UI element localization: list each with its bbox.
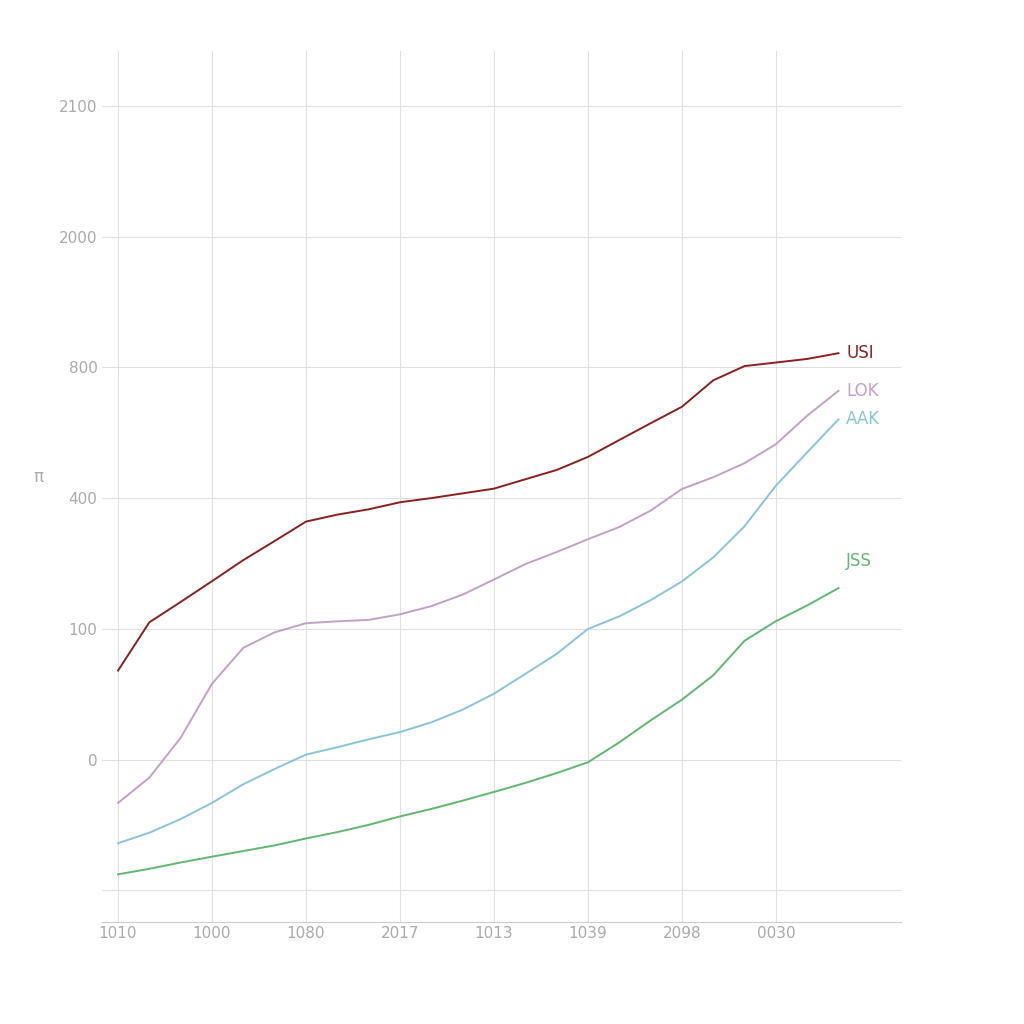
Text: JSS: JSS (846, 552, 872, 569)
Text: LOK: LOK (846, 382, 879, 399)
Text: USI: USI (846, 344, 873, 362)
Y-axis label: π: π (33, 468, 43, 486)
Text: AAK: AAK (846, 411, 881, 428)
